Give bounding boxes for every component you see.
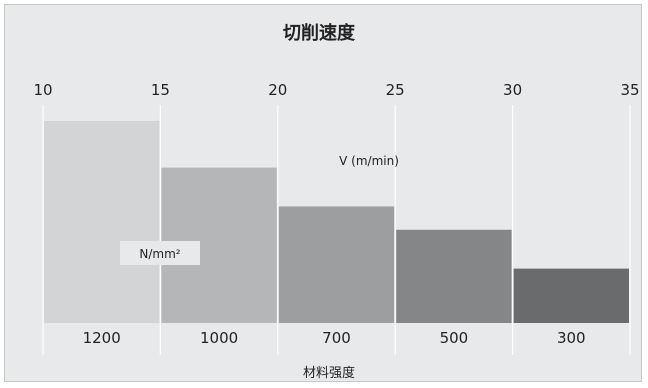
x-top-tick-label: 10: [33, 81, 52, 99]
x-axis-top-ticks: 10 15 20 25 30 35: [33, 81, 639, 99]
grid: [42, 105, 631, 355]
x-axis-label: V (m/min): [339, 154, 399, 168]
x-top-tick-label: 30: [503, 81, 522, 99]
category-label: 300: [557, 329, 586, 347]
chart-title: 切削速度: [283, 22, 356, 44]
x-top-tick-label: 35: [620, 81, 639, 99]
bar: [44, 121, 160, 323]
bar-chart: 切削速度 10 15 20 25 30 35 V (m/min) N/mm² 1200 10…: [33, 22, 639, 381]
x-axis-title: 材料强度: [303, 365, 355, 381]
category-labels: 1200 1000 700 500 300: [83, 329, 586, 347]
bar: [278, 206, 395, 323]
category-label: 500: [440, 329, 469, 347]
bar: [513, 268, 629, 323]
y-axis-label: N/mm²: [139, 247, 180, 261]
category-label: 1200: [83, 329, 121, 347]
bars: [44, 121, 629, 323]
x-top-tick-label: 15: [151, 81, 170, 99]
category-label: 700: [322, 329, 351, 347]
x-top-tick-label: 25: [386, 81, 405, 99]
bar: [396, 229, 512, 323]
x-top-tick-label: 20: [268, 81, 287, 99]
y-label-background: [120, 241, 200, 265]
category-label: 1000: [200, 329, 238, 347]
chart-frame: 切削速度 10 15 20 25 30 35 V (m/min) N/mm² 1200 10…: [4, 4, 642, 382]
